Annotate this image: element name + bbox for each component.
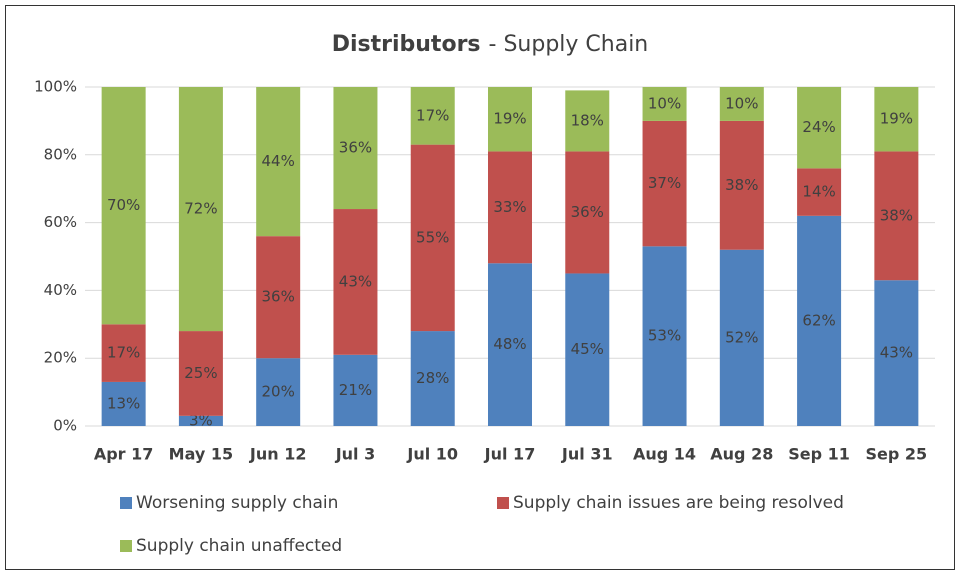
data-label: 24% — [802, 118, 835, 136]
bar-segment — [333, 354, 378, 426]
bar-segment — [101, 381, 146, 426]
bar-segment — [178, 331, 223, 416]
bar-segment — [719, 87, 764, 121]
bar-segment — [565, 151, 610, 274]
x-tick-label: Jun 12 — [249, 445, 307, 464]
y-tick-label: 40% — [44, 281, 77, 299]
data-label: 25% — [184, 364, 217, 382]
legend-label: Worsening supply chain — [136, 493, 338, 513]
title-sub: - Supply Chain — [489, 32, 649, 57]
bar-segment — [488, 151, 532, 264]
bar-segment — [410, 331, 455, 426]
x-tick-label: Jul 10 — [406, 445, 458, 464]
x-tick-label: Sep 25 — [866, 445, 928, 464]
bar-segment — [333, 209, 378, 355]
data-label: 13% — [107, 394, 140, 412]
bar-segment — [797, 168, 842, 216]
data-label: 55% — [416, 228, 449, 246]
data-label: 48% — [493, 335, 526, 353]
data-label: 20% — [262, 383, 295, 401]
legend-swatch — [120, 497, 132, 509]
data-label: 10% — [725, 94, 758, 112]
x-tick-label: Apr 17 — [94, 445, 154, 464]
data-label: 18% — [571, 111, 604, 129]
data-label: 38% — [725, 176, 758, 194]
data-label: 14% — [802, 183, 835, 201]
data-label: 17% — [416, 106, 449, 124]
bar-segment — [565, 90, 610, 152]
bar-segment — [488, 87, 532, 152]
bar-segment — [797, 87, 842, 169]
bar-segment — [719, 120, 764, 250]
chart-title: Distributors - Supply Chain — [332, 32, 649, 57]
bar-segment — [178, 87, 223, 332]
data-label: 45% — [571, 340, 604, 358]
data-label: 43% — [339, 272, 372, 290]
legend-label: Supply chain issues are being resolved — [513, 493, 844, 513]
title-main: Distributors — [332, 32, 481, 57]
bar-segment — [642, 120, 687, 247]
bar-segment — [101, 324, 146, 382]
data-label: 37% — [648, 174, 681, 192]
y-tick-label: 60% — [44, 213, 77, 231]
data-label: 38% — [880, 206, 913, 224]
bar-segment — [410, 87, 455, 145]
data-label: 19% — [493, 110, 526, 128]
x-tick-label: Sep 11 — [788, 445, 850, 464]
bar-segment — [178, 415, 223, 426]
bar-segment — [410, 144, 455, 332]
bar-segment — [333, 87, 378, 210]
bar-segment — [719, 249, 764, 426]
data-label: 3% — [189, 411, 213, 429]
bar-segment — [256, 87, 301, 237]
data-label: 36% — [262, 288, 295, 306]
data-label: 44% — [262, 152, 295, 170]
bar-segment — [797, 215, 842, 426]
x-tick-label: Jul 17 — [484, 445, 536, 464]
legend-swatch — [120, 540, 132, 552]
bar-segment — [256, 236, 301, 359]
bar-segment — [565, 273, 610, 426]
bar-segment — [874, 87, 919, 152]
bar-segment — [256, 358, 301, 426]
x-tick-label: Jul 3 — [335, 445, 376, 464]
bar-segment — [101, 87, 146, 325]
bar-segment — [642, 246, 687, 426]
data-label: 70% — [107, 196, 140, 214]
data-label: 53% — [648, 327, 681, 345]
data-label: 43% — [880, 344, 913, 362]
data-label: 36% — [339, 139, 372, 157]
data-label: 72% — [184, 200, 217, 218]
data-label: 62% — [802, 311, 835, 329]
x-tick-label: May 15 — [169, 445, 234, 464]
y-tick-label: 100% — [34, 78, 77, 96]
y-tick-label: 20% — [44, 349, 77, 367]
y-tick-label: 0% — [53, 417, 77, 435]
bar-segment — [874, 280, 919, 426]
chart-frame — [5, 5, 955, 570]
bar-segment — [488, 263, 532, 426]
data-label: 17% — [107, 344, 140, 362]
x-tick-label: Aug 14 — [633, 445, 696, 464]
x-tick-label: Aug 28 — [710, 445, 773, 464]
data-label: 21% — [339, 381, 372, 399]
data-label: 33% — [493, 198, 526, 216]
bar-segment — [874, 151, 919, 281]
bar-segment — [642, 87, 687, 121]
data-label: 28% — [416, 369, 449, 387]
y-tick-label: 80% — [44, 145, 77, 163]
data-label: 19% — [880, 110, 913, 128]
data-label: 36% — [571, 203, 604, 221]
legend-swatch — [497, 497, 509, 509]
data-label: 10% — [648, 94, 681, 112]
data-label: 52% — [725, 328, 758, 346]
x-tick-label: Jul 31 — [561, 445, 613, 464]
legend-label: Supply chain unaffected — [136, 536, 342, 556]
